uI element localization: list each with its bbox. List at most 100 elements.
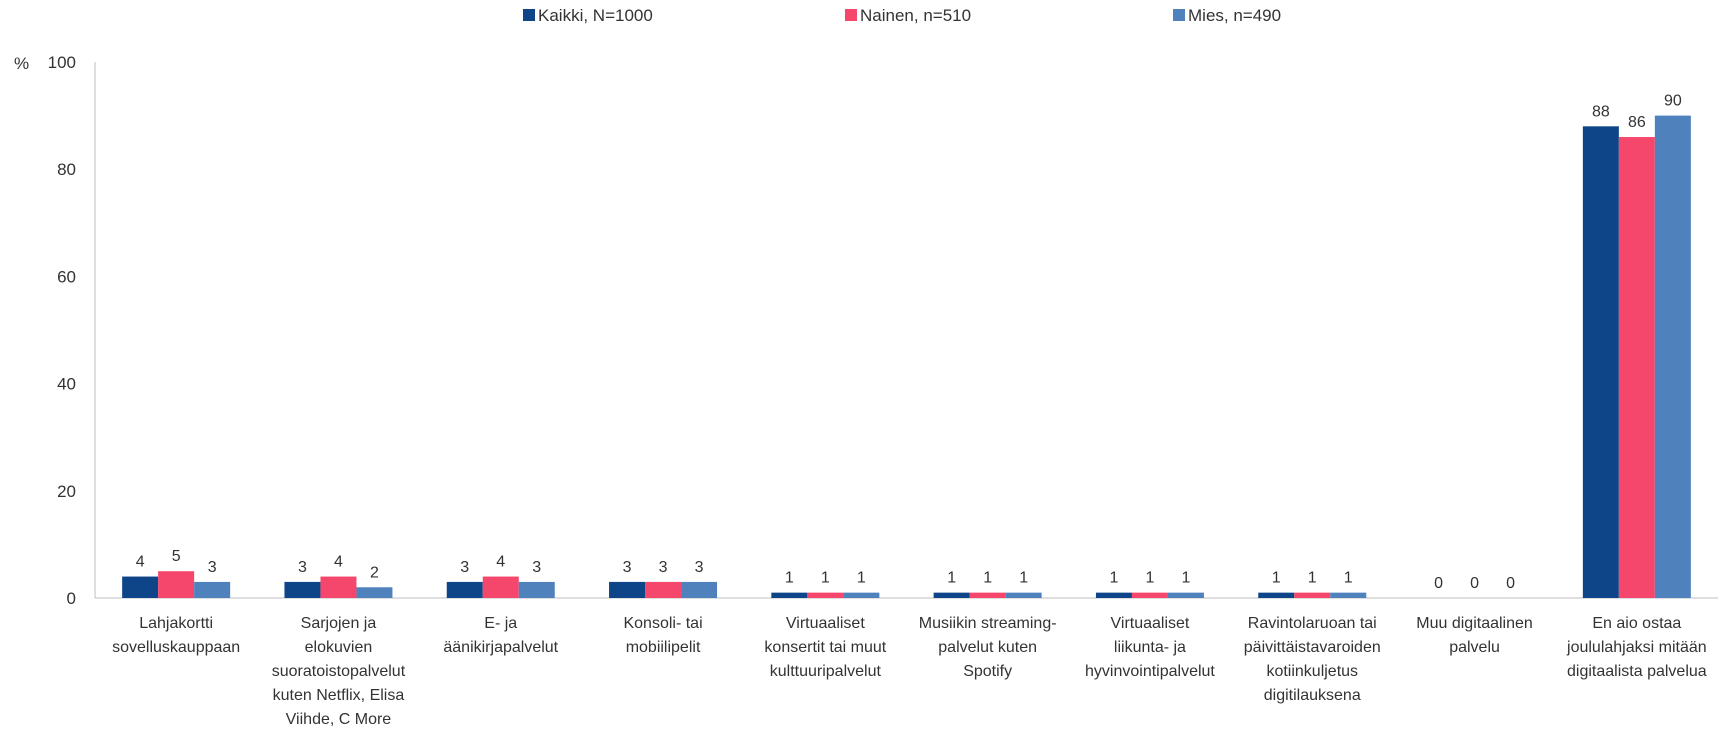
data-label: 4 (496, 554, 505, 571)
bar (1654, 115, 1691, 598)
bar (446, 581, 483, 598)
category-label-line: liikunta- ja (1114, 639, 1186, 656)
category-labels: Lahjakortti sovelluskauppaan Sarjojen ja el… (112, 615, 1707, 728)
data-label: 0 (1470, 575, 1479, 592)
category-label: E- ja äänikirjapalvelut (443, 615, 558, 656)
data-label: 90 (1664, 93, 1682, 110)
data-label: 1 (857, 570, 866, 587)
category-label-line: hyvinvointipalvelut (1085, 663, 1215, 680)
category-label: Lahjakortti sovelluskauppaan (112, 615, 240, 656)
bar (122, 576, 159, 598)
bar (969, 592, 1006, 598)
category-label-line: En aio ostaa (1592, 615, 1681, 632)
data-label: 1 (1145, 570, 1154, 587)
category-label-line: elokuvien (305, 639, 373, 656)
category-label-line: Muu digitaalinen (1416, 615, 1533, 632)
data-label: 86 (1628, 114, 1646, 131)
data-label: 3 (695, 559, 704, 576)
category-label-line: konsertit tai muut (764, 639, 886, 656)
y-tick-label: 20 (57, 482, 76, 501)
legend: Kaikki, N=1000 Nainen, n=510 Mies, n=490 (523, 6, 1281, 25)
legend-label: Mies, n=490 (1188, 6, 1281, 25)
category-label-line: päivittäistavaroiden (1244, 639, 1381, 656)
bar (482, 576, 519, 598)
bar (284, 581, 321, 598)
data-label: 5 (172, 548, 181, 565)
category-label-line: mobiilipelit (626, 639, 701, 656)
category-label-line: E- ja (484, 615, 517, 632)
category-label: Sarjojen ja elokuvien suoratoistopalvelut k… (272, 615, 406, 728)
bar (1330, 592, 1367, 598)
category-label-line: kulttuuripalvelut (770, 663, 882, 680)
data-label: 3 (659, 559, 668, 576)
data-label: 1 (983, 570, 992, 587)
data-label: 4 (334, 554, 343, 571)
bar (609, 581, 646, 598)
bar (1618, 137, 1655, 599)
legend-label: Nainen, n=510 (860, 6, 971, 25)
bar (320, 576, 357, 598)
data-label: 2 (370, 564, 379, 581)
y-tick-label: 60 (57, 267, 76, 286)
category-label-line: Viihde, C More (286, 711, 392, 728)
bar (771, 592, 808, 598)
bar (1131, 592, 1168, 598)
data-label: 4 (136, 554, 145, 571)
bars (122, 115, 1691, 599)
data-label: 1 (1344, 570, 1353, 587)
bar (1294, 592, 1331, 598)
bar (194, 581, 231, 598)
category-label-line: Ravintolaruoan tai (1248, 615, 1377, 632)
legend-label: Kaikki, N=1000 (538, 6, 653, 25)
category-label-line: Spotify (963, 663, 1012, 680)
data-label: 1 (821, 570, 830, 587)
data-label: 3 (298, 559, 307, 576)
data-labels: 4 3 3 3 1 1 1 1 0 88 5 4 4 3 1 1 1 1 0 86 3 2 3 3 1 1 1 1 0 90 (136, 93, 1682, 592)
y-axis-label: % (14, 54, 29, 73)
data-label: 0 (1506, 575, 1515, 592)
category-label: Virtuaaliset liikunta- ja hyvinvointipalve… (1085, 615, 1215, 680)
y-tick-label: 0 (67, 589, 76, 608)
category-label-line: Sarjojen ja (301, 615, 377, 632)
category-label: Ravintolaruoan tai päivittäistavaroiden ko… (1244, 615, 1381, 704)
bar (1167, 592, 1204, 598)
bar (356, 587, 393, 598)
y-tick-label: 40 (57, 375, 76, 394)
category-label: Konsoli- tai mobiilipelit (623, 615, 702, 656)
category-label-line: palvelut kuten (938, 639, 1037, 656)
category-label-line: digitilauksena (1264, 687, 1361, 704)
category-label: En aio ostaa joululahjaksi mitään digitaal… (1566, 615, 1707, 680)
data-label: 1 (1308, 570, 1317, 587)
category-label: Muu digitaalinen palvelu (1416, 615, 1533, 656)
y-tick-label: 100 (48, 53, 76, 72)
bar (518, 581, 555, 598)
data-label: 3 (208, 559, 217, 576)
category-label-line: joululahjaksi mitään (1566, 639, 1707, 656)
category-label-line: Konsoli- tai (623, 615, 702, 632)
category-label-line: suoratoistopalvelut (272, 663, 406, 680)
bar (158, 571, 195, 598)
category-label: Virtuaaliset konsertit tai muut kulttuurip… (764, 615, 886, 680)
category-label-line: digitaalista palvelua (1567, 663, 1707, 680)
data-label: 1 (947, 570, 956, 587)
bar (645, 581, 682, 598)
data-label: 0 (1434, 575, 1443, 592)
y-axis-ticks: 0 20 40 60 80 100 (48, 53, 76, 608)
bar (681, 581, 718, 598)
bar (1582, 126, 1619, 598)
category-label-line: Virtuaaliset (1111, 615, 1190, 632)
bar (1258, 592, 1295, 598)
category-label-line: Musiikin streaming- (919, 615, 1057, 632)
category-label-line: kuten Netflix, Elisa (273, 687, 405, 704)
category-label-line: Lahjakortti (139, 615, 213, 632)
legend-swatch (523, 9, 535, 21)
y-tick-label: 80 (57, 160, 76, 179)
legend-swatch (845, 9, 857, 21)
bar (807, 592, 844, 598)
data-label: 3 (460, 559, 469, 576)
bar (1095, 592, 1132, 598)
data-label: 1 (1272, 570, 1281, 587)
legend-swatch (1173, 9, 1185, 21)
category-label-line: sovelluskauppaan (112, 639, 240, 656)
